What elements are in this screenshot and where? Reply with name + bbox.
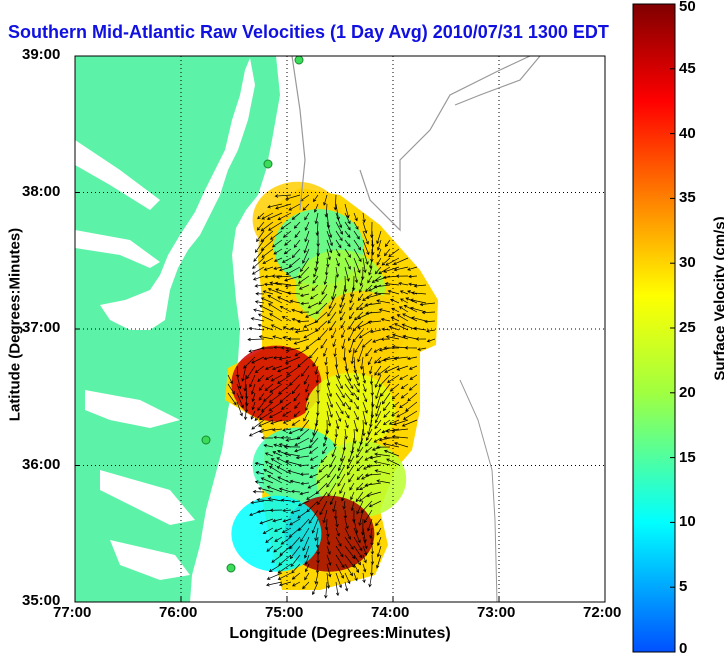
lat-tick-label: 38:00 — [22, 182, 61, 200]
colorbar-tick-label: 5 — [679, 578, 688, 596]
lon-tick-label: 75:00 — [265, 604, 304, 621]
colorbar-tick-label: 40 — [679, 124, 696, 142]
colorbar-tick-label: 10 — [679, 513, 696, 531]
colorbar-tick-label: 25 — [679, 319, 696, 336]
lat-tick-label: 37:00 — [22, 319, 61, 336]
plot-title: Southern Mid-Atlantic Raw Velocities (1 … — [8, 22, 609, 42]
lon-tick-label: 74:00 — [371, 604, 410, 621]
y-axis-label: Latitude (Degrees:Minutes) — [6, 227, 24, 422]
lon-tick-label: 76:00 — [159, 604, 198, 621]
lat-tick-label: 36:00 — [22, 455, 61, 473]
colorbar-tick-label: 30 — [679, 254, 696, 272]
colorbar-tick-label: 0 — [679, 640, 688, 657]
lon-tick-label: 73:00 — [477, 604, 516, 621]
lat-tick-label: 35:00 — [22, 592, 61, 609]
colorbar-label: Surface Velocity (cm/s) — [711, 216, 724, 381]
lon-tick-label: 72:00 — [583, 604, 622, 621]
velocity-region — [305, 372, 396, 449]
colorbar-tick-label: 50 — [679, 0, 696, 15]
lat-tick-label: 39:00 — [22, 46, 61, 63]
colorbar-tick-label: 15 — [679, 448, 696, 466]
colorbar-tick-label: 20 — [679, 383, 696, 401]
velocity-region — [231, 495, 322, 572]
colorbar-tick-label: 35 — [679, 189, 696, 207]
x-axis-label: Longitude (Degrees:Minutes) — [229, 625, 451, 642]
lon-tick-label: 77:00 — [53, 604, 92, 621]
colorbar — [632, 3, 676, 653]
colorbar-tick-label: 45 — [679, 59, 696, 77]
